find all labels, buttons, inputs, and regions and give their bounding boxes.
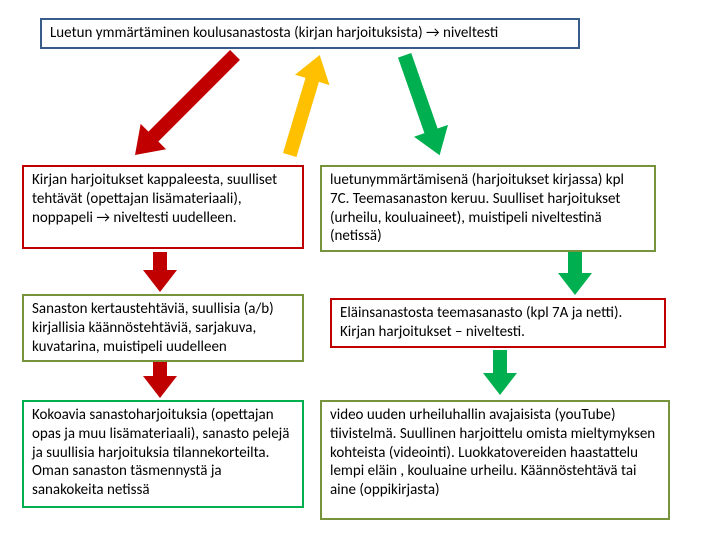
arrow-green-top xyxy=(396,51,450,157)
arrow-red-top xyxy=(133,48,242,157)
arrow-green-mid xyxy=(556,250,594,297)
box-right2: Eläinsanastosta teemasanasto (kpl 7A ja … xyxy=(330,298,666,348)
box-right3: video uuden urheiluhallin avajaisista (y… xyxy=(320,400,670,520)
arrow-red-mid xyxy=(141,250,179,294)
arrow-red-bot xyxy=(141,360,179,400)
box-top: Luetun ymmärtäminen koulusanastosta (kir… xyxy=(40,18,580,49)
box-left3: Kokoavia sanastoharjoituksia (opettajan … xyxy=(22,400,304,508)
arrow-yellow-top xyxy=(281,53,331,159)
box-left2: Sanaston kertaustehtäviä, suullisia (a/b… xyxy=(22,294,304,362)
box-right1: luetunymmärtämisenä (harjoitukset kirjas… xyxy=(320,165,656,252)
arrow-green-bot xyxy=(481,348,519,397)
box-left1: Kirjan harjoitukset kappaleesta, suullis… xyxy=(22,165,304,249)
